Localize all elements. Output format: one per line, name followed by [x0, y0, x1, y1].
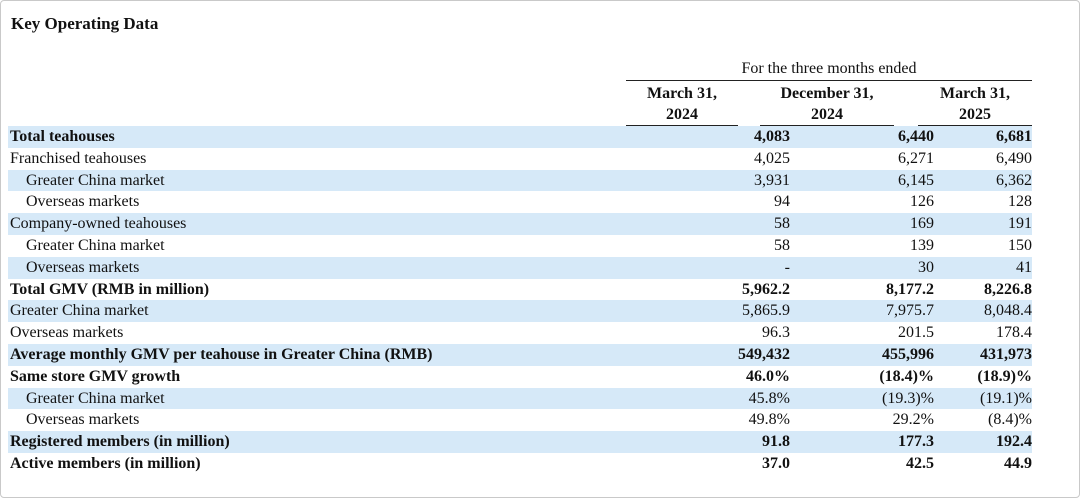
table-row: Total GMV (RMB in million) 5,962.2 8,177… [8, 279, 1032, 301]
table-row: Overseas markets 96.3 201.5 178.4 [8, 322, 1032, 344]
table-row: Same store GMV growth 46.0% (18.4)% (18.… [8, 366, 1032, 388]
table-row: Greater China market 3,931 6,145 6,362 [8, 169, 1032, 192]
cell-value: 126 [910, 193, 934, 211]
column-rule [918, 125, 1032, 126]
cell-value: 169 [794, 213, 942, 235]
row-label: Overseas markets [26, 193, 140, 211]
cell-value: 94 [774, 193, 790, 211]
row-label: Overseas markets [10, 324, 124, 342]
column-header-march-2025: March 31, 2025 [918, 83, 1032, 125]
cell-value: 4,025 [754, 149, 790, 167]
cell-value: 8,048.4 [942, 300, 1032, 323]
cell-value: 30 [794, 256, 942, 279]
column-header-december-2024: December 31, 2024 [760, 83, 894, 125]
cell-value: 3,931 [664, 169, 794, 192]
row-label: Greater China market [8, 169, 664, 192]
column-rule [760, 125, 894, 126]
cell-value: 150 [1008, 236, 1032, 254]
column-header-line1: December 31, [780, 85, 874, 102]
row-label: Active members (in million) [10, 454, 201, 472]
cell-value: 7,975.7 [794, 300, 942, 323]
column-header-line1: March 31, [647, 85, 717, 102]
table-row: Total teahouses 4,083 6,440 6,681 [8, 126, 1032, 148]
cell-value: 192.4 [942, 431, 1032, 453]
column-rule [626, 125, 738, 126]
cell-value: 91.8 [664, 431, 794, 453]
row-label: Total GMV (RMB in million) [10, 280, 210, 298]
cell-value: 49.8% [748, 411, 790, 429]
cell-value: (18.4)% [879, 367, 934, 385]
cell-value: (19.3)% [794, 387, 942, 410]
cell-value: 5,962.2 [742, 280, 790, 298]
cell-value: 455,996 [794, 343, 942, 366]
cell-value: 96.3 [762, 324, 790, 342]
cell-value: 58 [774, 236, 790, 254]
row-label: Franchised teahouses [10, 149, 147, 167]
table-row: Active members (in million) 37.0 42.5 44… [8, 453, 1032, 475]
row-label: Company-owned teahouses [8, 213, 664, 235]
cell-value: - [664, 256, 794, 279]
cell-value: 549,432 [664, 343, 794, 366]
cell-value: 29.2% [892, 411, 934, 429]
cell-value: 6,362 [942, 169, 1032, 192]
row-label: Registered members (in million) [8, 431, 664, 453]
column-header-line2: 2024 [811, 106, 843, 123]
cell-value: 128 [1008, 193, 1032, 211]
table-row: Registered members (in million) 91.8 177… [8, 431, 1032, 453]
cell-value: 58 [664, 213, 794, 235]
cell-value: 178.4 [996, 324, 1032, 342]
column-header-line2: 2025 [959, 106, 991, 123]
cell-value: 37.0 [762, 454, 790, 472]
cell-value: 44.9 [1004, 454, 1032, 472]
cell-value: 177.3 [794, 431, 942, 453]
cell-value: 46.0% [746, 367, 790, 385]
cell-value: 6,271 [898, 149, 934, 167]
cell-value: 6,490 [996, 149, 1032, 167]
row-label: Same store GMV growth [10, 367, 181, 385]
cell-value: 191 [942, 213, 1032, 235]
column-header-line1: March 31, [940, 85, 1010, 102]
row-label: Greater China market [8, 300, 664, 323]
table-row: Overseas markets 94 126 128 [8, 191, 1032, 213]
cell-value: 4,083 [664, 126, 794, 148]
cell-value: 42.5 [906, 454, 934, 472]
operating-data-table: Total teahouses 4,083 6,440 6,681 Franch… [8, 126, 1032, 475]
table-row: Company-owned teahouses 58 169 191 [8, 213, 1032, 235]
table-row: Franchised teahouses 4,025 6,271 6,490 [8, 148, 1032, 170]
row-label: Overseas markets [26, 411, 140, 429]
table-row: Average monthly GMV per teahouse in Grea… [8, 343, 1032, 366]
cell-value: (18.9)% [977, 367, 1032, 385]
cell-value: 6,145 [794, 169, 942, 192]
column-header-march-2024: March 31, 2024 [626, 83, 738, 125]
table-row: Overseas markets - 30 41 [8, 256, 1032, 279]
cell-value: 6,681 [942, 126, 1032, 148]
cell-value: 8,177.2 [886, 280, 934, 298]
cell-value: (19.1)% [942, 387, 1032, 410]
row-label: Overseas markets [8, 256, 664, 279]
cell-value: 6,440 [794, 126, 942, 148]
row-label: Average monthly GMV per teahouse in Grea… [8, 343, 664, 366]
period-header: For the three months ended [626, 60, 1032, 81]
cell-value: 41 [942, 256, 1032, 279]
page-title: Key Operating Data [11, 14, 159, 33]
table-row: Greater China market 45.8% (19.3)% (19.1… [8, 387, 1032, 410]
table-row: Overseas markets 49.8% 29.2% (8.4)% [8, 409, 1032, 431]
row-label: Greater China market [26, 236, 165, 254]
table-row: Greater China market 5,865.9 7,975.7 8,0… [8, 300, 1032, 323]
cell-value: 139 [910, 236, 934, 254]
cell-value: 5,865.9 [664, 300, 794, 323]
column-header-line2: 2024 [666, 106, 698, 123]
cell-value: 431,973 [942, 343, 1032, 366]
row-label: Greater China market [8, 387, 664, 410]
table-row: Greater China market 58 139 150 [8, 235, 1032, 257]
cell-value: (8.4)% [988, 411, 1032, 429]
row-label: Total teahouses [8, 126, 664, 148]
cell-value: 201.5 [898, 324, 934, 342]
cell-value: 45.8% [664, 387, 794, 410]
cell-value: 8,226.8 [984, 280, 1032, 298]
